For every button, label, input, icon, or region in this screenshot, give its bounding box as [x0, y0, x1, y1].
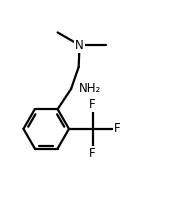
Text: NH₂: NH₂ — [79, 82, 101, 95]
Text: N: N — [75, 39, 84, 52]
Text: F: F — [89, 98, 96, 111]
Text: F: F — [89, 146, 96, 159]
Text: F: F — [114, 122, 120, 135]
